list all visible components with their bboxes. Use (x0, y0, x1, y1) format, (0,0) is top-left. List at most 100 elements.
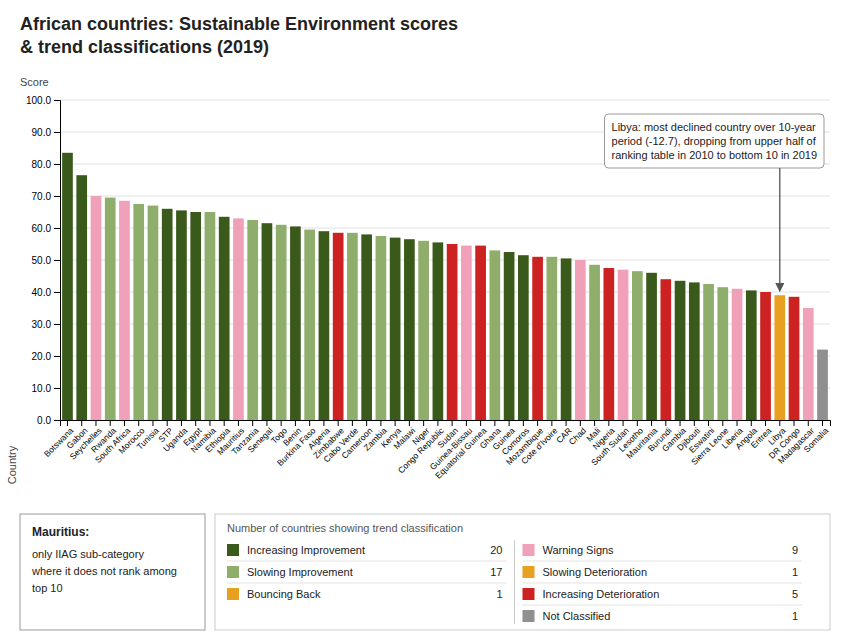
bar (618, 270, 629, 420)
tick-label: Equatorial Guinea (433, 425, 488, 480)
note-text: only IIAG sub-categorywhere it does not … (31, 548, 177, 594)
legend-count: 5 (792, 588, 798, 600)
legend-swatch (227, 544, 239, 556)
tick: 100.0 (26, 95, 60, 106)
bar (447, 244, 458, 420)
legend-label: Increasing Deterioration (543, 588, 660, 600)
bar (219, 217, 230, 420)
chart: African countries: Sustainable Environme… (0, 0, 850, 638)
bar (304, 230, 315, 420)
legend: Number of countries showing trend classi… (215, 514, 830, 630)
tick-mark (54, 132, 60, 133)
bar (575, 260, 586, 420)
tick: 60.0 (32, 223, 60, 234)
tick-label: Somalia (802, 425, 831, 454)
bar (262, 223, 273, 420)
bar (717, 287, 728, 420)
legend-label: Slowing Deterioration (543, 566, 648, 578)
tick-label: Cote d'Ivoire (519, 425, 560, 466)
bar (603, 268, 614, 420)
bar (675, 281, 686, 420)
tick: 90.0 (32, 127, 60, 138)
tick-mark (54, 260, 60, 261)
grid-line (60, 228, 830, 229)
y-axis: 0.010.020.030.040.050.060.070.080.090.01… (26, 95, 61, 426)
tick: Somalia (802, 420, 831, 454)
tick-mark (54, 388, 60, 389)
tick: 50.0 (32, 255, 60, 266)
tick-mark (54, 356, 60, 357)
grid-line (60, 260, 830, 261)
legend-separator (523, 605, 803, 606)
bar (746, 290, 757, 420)
tick-label: 90.0 (32, 127, 52, 138)
legend-separator (523, 583, 803, 584)
bar (475, 246, 486, 420)
tick: 80.0 (32, 159, 60, 170)
bar (433, 242, 444, 420)
legend-label: Warning Signs (543, 544, 615, 556)
bar (176, 210, 187, 420)
tick-label: 20.0 (32, 351, 52, 362)
legend-separator (523, 561, 803, 562)
bar (133, 204, 144, 420)
tick-mark (54, 324, 60, 325)
bar (461, 246, 472, 420)
legend-count: 17 (490, 566, 502, 578)
legend-separator (227, 583, 507, 584)
legend-count: 20 (490, 544, 502, 556)
legend-swatch (523, 610, 535, 622)
tick-label: 100.0 (26, 95, 51, 106)
legend-count: 1 (792, 610, 798, 622)
bar (333, 233, 344, 420)
legend-item: Slowing Deterioration 1 (523, 566, 803, 583)
tick: 0.0 (37, 415, 60, 426)
legend-separator (227, 561, 507, 562)
legend-item: Increasing Improvement20 (227, 544, 507, 561)
bar (632, 271, 643, 420)
legend-item: Increasing Deterioration 5 (523, 588, 803, 605)
tick-label: 60.0 (32, 223, 52, 234)
note-title: Mauritius: (32, 525, 89, 539)
bar (91, 196, 102, 420)
note: Mauritius: only IIAG sub-categorywhere it… (20, 514, 205, 630)
bar (390, 238, 401, 420)
bar (703, 284, 714, 420)
axis-domain (54, 101, 61, 421)
bar (760, 292, 771, 420)
tick: 10.0 (32, 383, 60, 394)
annotation-arrow (779, 168, 780, 291)
bar (817, 350, 828, 420)
tick: 70.0 (32, 191, 60, 202)
bar (660, 279, 671, 420)
grid-line (60, 196, 830, 197)
legend-swatch (523, 544, 535, 556)
bar (404, 239, 415, 420)
legend-box (215, 514, 830, 630)
annotation: Libya: most declined country over 10-yea… (605, 114, 824, 291)
bar (347, 233, 358, 420)
legend-count: 1 (792, 566, 798, 578)
bar (803, 308, 814, 420)
bar (789, 297, 800, 420)
x-axis: BotswanaGabonSeychellesRwandaSouth Afric… (42, 420, 831, 481)
bar (233, 218, 244, 420)
legend-swatch (523, 566, 535, 578)
tick-mark (54, 228, 60, 229)
grid-line (60, 100, 830, 101)
tick-label: 10.0 (32, 383, 52, 394)
legend-item: Slowing Improvement17 (227, 566, 507, 583)
tick: 20.0 (32, 351, 60, 362)
bar (589, 265, 600, 420)
bar (547, 257, 558, 420)
bar (646, 273, 657, 420)
bar (319, 231, 330, 420)
tick-label: 0.0 (37, 415, 51, 426)
tick-label: 30.0 (32, 319, 52, 330)
bar (561, 258, 572, 420)
bar (418, 241, 429, 420)
bar (62, 153, 73, 420)
tick-label: 70.0 (32, 191, 52, 202)
bar (518, 255, 529, 420)
legend-label: Not Classified (543, 610, 611, 622)
